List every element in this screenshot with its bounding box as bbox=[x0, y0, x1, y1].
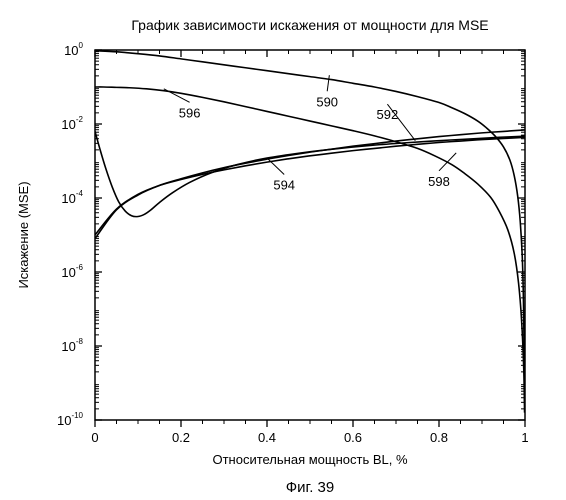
x-tick-label: 0.6 bbox=[344, 430, 362, 445]
x-tick-label: 0.4 bbox=[258, 430, 276, 445]
series-label-592: 592 bbox=[377, 107, 399, 122]
x-tick-label: 1 bbox=[521, 430, 528, 445]
x-tick-label: 0.2 bbox=[172, 430, 190, 445]
series-label-594: 594 bbox=[273, 178, 295, 193]
y-axis-label: Искажение (MSE) bbox=[16, 181, 31, 288]
chart-bg bbox=[0, 0, 566, 500]
figure-caption: Фиг. 39 bbox=[286, 479, 334, 496]
x-tick-label: 0 bbox=[91, 430, 98, 445]
chart-title: График зависимости искажения от мощности… bbox=[131, 17, 488, 33]
series-label-598: 598 bbox=[428, 174, 450, 189]
series-label-590: 590 bbox=[316, 94, 338, 109]
series-label-596: 596 bbox=[179, 105, 201, 120]
x-tick-label: 0.8 bbox=[430, 430, 448, 445]
x-axis-label: Относительная мощность BL, % bbox=[212, 452, 407, 467]
